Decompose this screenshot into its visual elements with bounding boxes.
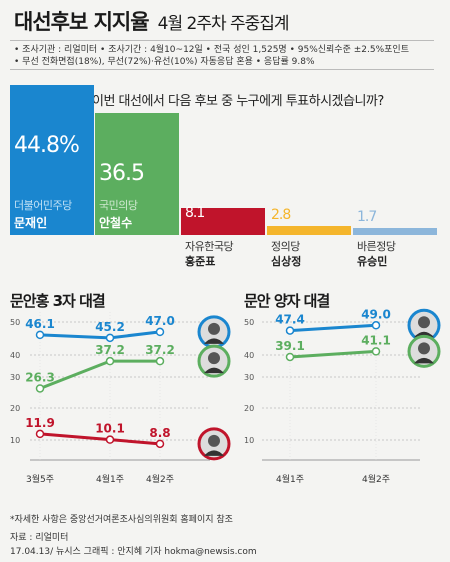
title-block: 대선후보 지지율 4월 2주차 주중집계 <box>14 6 290 36</box>
chart3-data-point <box>105 356 115 366</box>
chart2-series-line <box>289 323 377 333</box>
chart3-y-tick-label: 10 <box>10 436 20 445</box>
chart2-portrait-head <box>418 342 430 355</box>
chart3-data-point <box>155 356 165 366</box>
chart2-data-label: 41.1 <box>361 333 391 347</box>
chart2-y-tick-label: 40 <box>244 351 254 360</box>
chart3-x-tick-label: 4월1주 <box>96 473 124 485</box>
chart2-title: 문안 양자 대결 <box>244 292 330 310</box>
survey-info-line2: • 무선 전화면접(18%), 무선(72%)·유선(10%) 자동응답 혼용 … <box>14 57 315 67</box>
chart3-data-point <box>105 435 115 444</box>
survey-info: • 조사기관 : 리얼미터 • 조사기간 : 4월10~12일 • 전국 성인 … <box>10 40 434 70</box>
chart2-series-line <box>289 349 377 359</box>
chart2-y-tick-label: 20 <box>244 404 254 413</box>
chart2-data-label: 47.4 <box>275 313 305 327</box>
chart3-y-tick-label: 20 <box>10 404 20 413</box>
bar-party-label: 자유한국당 <box>185 240 234 253</box>
chart3-portrait-body <box>204 338 224 344</box>
chart3-x-tick-label: 3월5주 <box>26 473 54 485</box>
chart3-portrait-body <box>204 450 224 456</box>
bar-5 <box>353 228 437 235</box>
bar-3 <box>181 208 265 235</box>
chart3-data-label: 37.2 <box>145 343 175 357</box>
chart3-portrait-head <box>208 434 220 447</box>
chart3-y-tick-label: 40 <box>10 351 20 360</box>
chart3-data-label: 8.8 <box>149 426 170 440</box>
bar-party-label: 국민의당 <box>99 199 138 212</box>
bar-party-label: 더불어민주당 <box>14 199 72 212</box>
chart3-data-label: 10.1 <box>95 422 125 436</box>
chart3-portrait-head <box>208 352 220 365</box>
bar-2 <box>95 113 179 235</box>
bar-1 <box>10 85 94 235</box>
chart3-data-point <box>155 439 165 449</box>
bar-candidate-label: 안철수 <box>99 216 133 230</box>
chart3-data-point <box>35 384 45 393</box>
chart2-y-tick-label: 10 <box>244 436 254 445</box>
chart3-data-point <box>105 333 115 343</box>
chart2-y-tick-label: 50 <box>244 318 254 327</box>
survey-info-line1: • 조사기관 : 리얼미터 • 조사기간 : 4월10~12일 • 전국 성인 … <box>14 45 409 55</box>
chart3-data-label: 45.2 <box>95 320 125 334</box>
bar-value-label: 2.8 <box>271 207 291 223</box>
chart3-data-point <box>155 327 165 337</box>
chart3-x-tick-label: 4월2주 <box>146 473 174 485</box>
bar-value-label: 44.8% <box>14 133 80 158</box>
chart3-title: 문안홍 3자 대결 <box>10 292 106 310</box>
chart3-data-label: 47.0 <box>145 314 175 328</box>
chart3-portrait-body <box>204 367 224 374</box>
chart3-y-tick-label: 50 <box>10 318 20 327</box>
chart2-y-tick-label: 30 <box>244 373 254 382</box>
bar-value-label: 36.5 <box>99 161 145 186</box>
chart3-y-tick-label: 30 <box>10 373 20 382</box>
footer-note: *자세한 사항은 중앙선거여론조사심의위원회 홈페이지 참조 <box>10 515 233 525</box>
chart2-data-point <box>285 326 295 335</box>
chart3-portrait-head <box>208 322 220 335</box>
chart3-data-label: 37.2 <box>95 343 125 357</box>
chart2-x-tick-label: 4월2주 <box>362 473 390 485</box>
survey-question: 이번 대선에서 다음 후보 중 누구에게 투표하시겠습니까? <box>92 94 384 109</box>
bar-party-label: 정의당 <box>271 240 300 253</box>
chart2-data-label: 39.1 <box>275 339 305 353</box>
chart3-data-label: 46.1 <box>25 317 55 331</box>
chart3-data-point <box>35 330 45 340</box>
bar-4 <box>267 226 351 235</box>
page-title: 대선후보 지지율 <box>14 10 150 34</box>
bar-candidate-label: 유승민 <box>357 255 388 268</box>
chart2-portrait-body <box>414 357 434 364</box>
chart3-data-point <box>35 429 45 439</box>
page-subtitle: 4월 2주차 주중집계 <box>157 14 290 34</box>
chart2-data-point <box>371 321 381 330</box>
bar-candidate-label: 홍준표 <box>185 255 216 268</box>
bar-candidate-label: 문재인 <box>14 216 48 230</box>
chart2-portrait-head <box>418 316 430 329</box>
chart3-series-line <box>39 359 160 390</box>
bar-party-label: 바른정당 <box>357 240 396 253</box>
chart2-x-tick-label: 4월1주 <box>276 473 304 485</box>
chart2-data-label: 49.0 <box>361 307 391 321</box>
footer-source: 자료 : 리얼미터 <box>10 533 69 543</box>
chart2-data-point <box>371 347 381 356</box>
bar-value-label: 8.1 <box>185 205 205 221</box>
chart3-data-label: 11.9 <box>25 416 55 430</box>
bar-value-label: 1.7 <box>357 209 377 225</box>
chart2-data-point <box>285 352 295 362</box>
chart3-data-label: 26.3 <box>25 370 55 384</box>
footer-credit: 17.04.13/ 뉴시스 그래픽 : 안지혜 기자 hokma@newsis.… <box>10 547 257 557</box>
bar-candidate-label: 심상정 <box>271 255 302 268</box>
